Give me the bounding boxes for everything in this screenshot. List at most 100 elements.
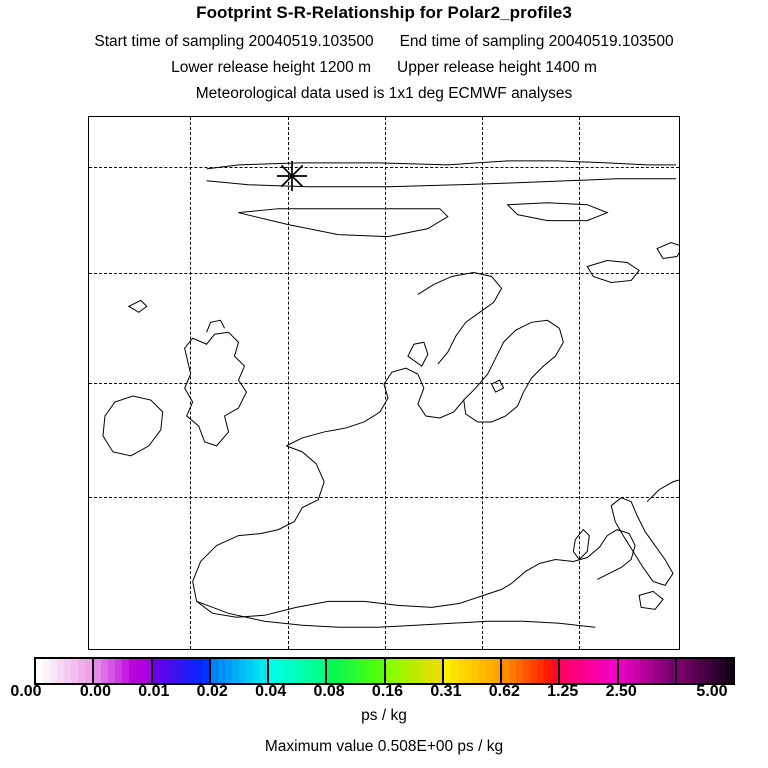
coastline-path bbox=[103, 396, 163, 456]
colorbar-segment bbox=[502, 659, 561, 683]
colorbar-step bbox=[639, 659, 647, 683]
colorbar-step bbox=[427, 659, 435, 683]
colorbar-step bbox=[618, 659, 626, 683]
colorbar-step bbox=[152, 659, 160, 683]
coastline-path bbox=[464, 320, 564, 422]
colorbar-step bbox=[304, 659, 312, 683]
colorbar-step bbox=[660, 659, 668, 683]
colorbar-step bbox=[581, 659, 589, 683]
colorbar-step bbox=[683, 659, 691, 683]
colorbar-step bbox=[560, 659, 568, 683]
colorbar-step bbox=[173, 659, 181, 683]
colorbar-step bbox=[544, 659, 552, 683]
colorbar-step bbox=[690, 659, 698, 683]
colorbar-step bbox=[101, 659, 109, 683]
colorbar-step bbox=[50, 659, 58, 683]
upper-release-height-label: Upper release height 1400 m bbox=[397, 59, 597, 76]
start-time-label: Start time of sampling 20040519.103500 bbox=[94, 33, 374, 50]
coastline-path bbox=[197, 601, 596, 627]
colorbar-step bbox=[85, 659, 93, 683]
colorbar-step bbox=[341, 659, 349, 683]
colorbar-tick-label: 0.00 bbox=[79, 683, 111, 700]
colorbar-step bbox=[259, 659, 267, 683]
colorbar-step bbox=[159, 659, 167, 683]
colorbar-step bbox=[355, 659, 363, 683]
colorbar-step bbox=[718, 659, 726, 683]
colorbar-step bbox=[667, 659, 675, 683]
footprint-contour-line bbox=[238, 209, 447, 237]
coastline-path bbox=[512, 530, 636, 584]
colorbar-step bbox=[471, 659, 479, 683]
colorbar-step bbox=[238, 659, 246, 683]
colorbar-unit-label: ps / kg bbox=[361, 707, 407, 724]
colorbar bbox=[34, 657, 735, 685]
footprint-contour-line bbox=[508, 203, 608, 221]
colorbar-segment bbox=[269, 659, 328, 683]
colorbar-step bbox=[136, 659, 144, 683]
coastline-path bbox=[639, 591, 663, 609]
colorbar-tick-label: 0.04 bbox=[255, 683, 287, 700]
colorbar-step bbox=[283, 659, 291, 683]
coastline-path bbox=[129, 300, 147, 312]
maximum-value-label: Maximum value 0.508E+00 ps / kg bbox=[264, 738, 504, 755]
colorbar-step bbox=[224, 659, 232, 683]
colorbar-step bbox=[502, 659, 510, 683]
colorbar-step bbox=[567, 659, 575, 683]
colorbar-segment bbox=[36, 659, 95, 683]
colorbar-step bbox=[595, 659, 603, 683]
colorbar-step bbox=[122, 659, 130, 683]
colorbar-step bbox=[725, 659, 733, 683]
colorbar-segment bbox=[210, 659, 269, 683]
colorbar-step bbox=[588, 659, 596, 683]
colorbar-segment bbox=[385, 659, 444, 683]
colorbar-step bbox=[348, 659, 356, 683]
colorbar-step bbox=[485, 659, 493, 683]
colorbar-step bbox=[676, 659, 684, 683]
colorbar-step bbox=[711, 659, 719, 683]
colorbar-step bbox=[632, 659, 640, 683]
page-title: Footprint S-R-Relationship for Polar2_pr… bbox=[196, 3, 572, 22]
colorbar-segment bbox=[618, 659, 677, 683]
colorbar-step bbox=[276, 659, 284, 683]
colorbar-step bbox=[71, 659, 79, 683]
colorbar-segment bbox=[443, 659, 502, 683]
colorbar-tick-label: 0.31 bbox=[430, 683, 462, 700]
colorbar-step bbox=[653, 659, 661, 683]
colorbar-step bbox=[108, 659, 116, 683]
colorbar-step bbox=[413, 659, 421, 683]
colorbar-step bbox=[201, 659, 209, 683]
coastline-path bbox=[185, 332, 247, 446]
colorbar-step bbox=[492, 659, 500, 683]
coastline-path bbox=[286, 368, 463, 446]
colorbar-step bbox=[443, 659, 451, 683]
release-heights-row: Lower release height 1200 m Upper releas… bbox=[0, 59, 768, 77]
coastline-path bbox=[573, 530, 589, 560]
colorbar-step bbox=[57, 659, 65, 683]
colorbar-tick-label: 0.16 bbox=[371, 683, 404, 700]
colorbar-step bbox=[166, 659, 174, 683]
colorbar-step bbox=[523, 659, 531, 683]
colorbar-segment bbox=[560, 659, 619, 683]
colorbar-step bbox=[509, 659, 517, 683]
colorbar-tick-label: 0.08 bbox=[313, 683, 345, 700]
colorbar-step bbox=[704, 659, 712, 683]
colorbar-step bbox=[399, 659, 407, 683]
colorbar-segment bbox=[94, 659, 153, 683]
colorbar-step bbox=[646, 659, 654, 683]
colorbar-segment bbox=[152, 659, 211, 683]
colorbar-step bbox=[210, 659, 218, 683]
coastline-path bbox=[587, 261, 639, 283]
colorbar-step bbox=[194, 659, 202, 683]
end-time-label: End time of sampling 20040519.103500 bbox=[399, 33, 674, 50]
coastline-path bbox=[657, 243, 679, 259]
coastline-path bbox=[207, 320, 225, 332]
colorbar-step bbox=[231, 659, 239, 683]
colorbar-tick-labels: 0.00 0.00 0.01 0.02 0.04 0.08 0.16 0.31 0.62 1.25… bbox=[0, 683, 768, 705]
colorbar-step bbox=[290, 659, 298, 683]
colorbar-step bbox=[217, 659, 225, 683]
colorbar-step bbox=[187, 659, 195, 683]
colorbar-step bbox=[609, 659, 617, 683]
colorbar-step bbox=[245, 659, 253, 683]
colorbar-step bbox=[334, 659, 342, 683]
colorbar-tick-label: 0.01 bbox=[138, 683, 170, 700]
